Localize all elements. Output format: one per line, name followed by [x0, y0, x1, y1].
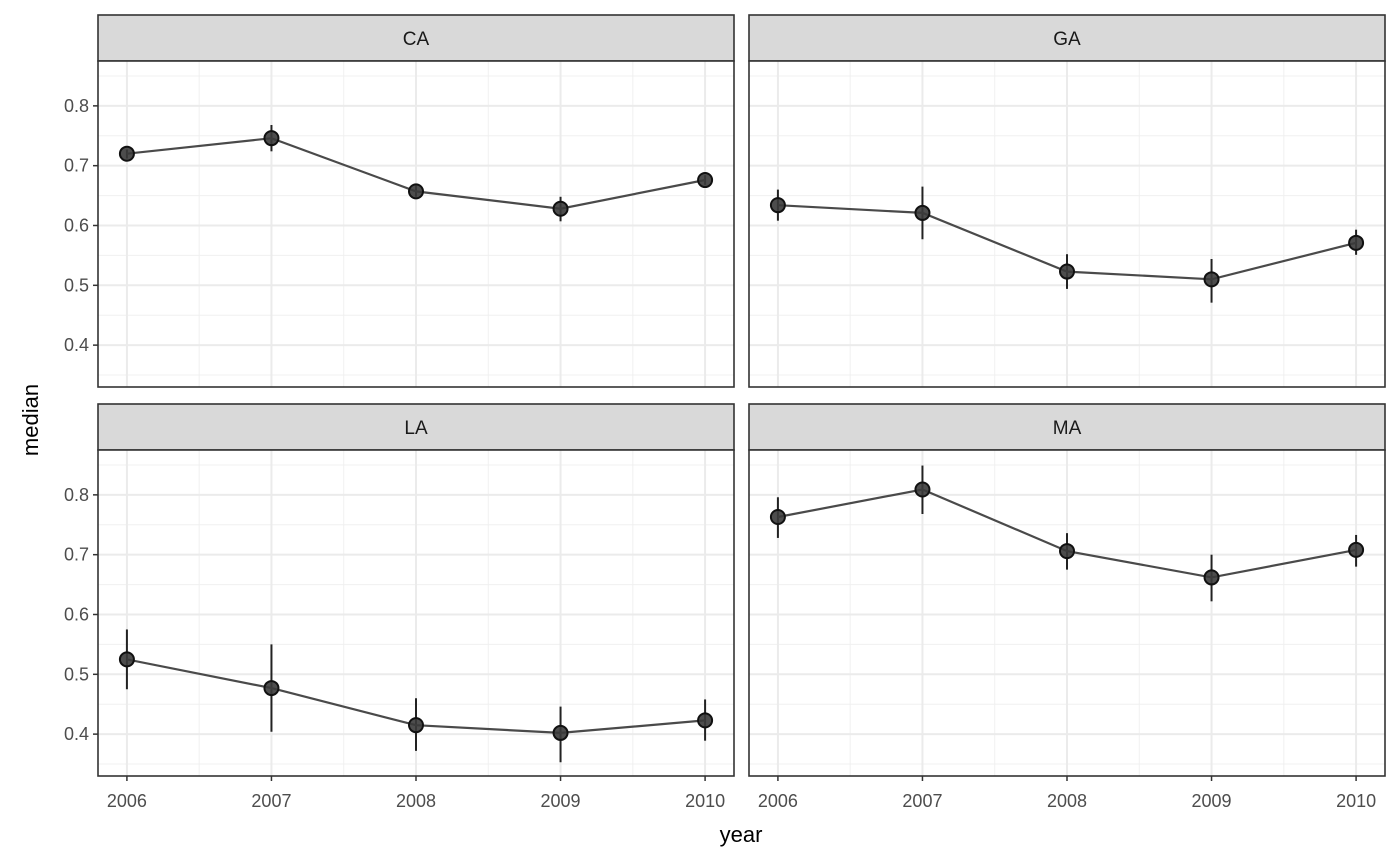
- x-tick-label: 2009: [541, 791, 581, 811]
- facet-strip-label: CA: [403, 29, 430, 50]
- data-point: [552, 200, 569, 217]
- facet-panel-ma: MA 2006 2007 2008 2009 2010: [748, 403, 1386, 811]
- facet-strip: [97, 403, 735, 451]
- data-point: [552, 724, 569, 741]
- facet-panel-la: LA 0.4 0.5 0.6 0.7 0.8 2006 2007 2008 2009 2010: [64, 403, 735, 811]
- data-point: [1059, 263, 1075, 280]
- x-tick-label: 2007: [251, 791, 291, 811]
- y-tick-label: 0.4: [64, 724, 89, 744]
- y-tick-label: 0.5: [64, 275, 89, 295]
- data-point: [408, 183, 424, 200]
- facet-strip: [748, 14, 1386, 62]
- x-tick-label: 2008: [396, 791, 436, 811]
- data-point: [1203, 569, 1220, 586]
- data-point: [697, 172, 714, 189]
- facet-strip-label: GA: [1053, 29, 1081, 50]
- data-point: [408, 717, 424, 734]
- data-point: [1059, 543, 1075, 560]
- data-point: [118, 651, 135, 668]
- facet-panel-ga: GA: [748, 14, 1386, 388]
- data-point: [769, 508, 786, 525]
- y-tick-label: 0.4: [64, 335, 89, 355]
- data-point: [697, 712, 714, 729]
- facet-panel-ca: CA 0.4 0.5 0.6 0.7 0.8: [64, 14, 735, 388]
- x-tick-label: 2010: [685, 791, 725, 811]
- x-tick-label: 2009: [1192, 791, 1232, 811]
- data-point: [914, 204, 931, 221]
- data-point: [1203, 271, 1220, 288]
- x-tick-label: 2006: [107, 791, 147, 811]
- x-tick-label: 2006: [758, 791, 798, 811]
- y-tick-label: 0.6: [64, 604, 89, 624]
- x-tick-label: 2008: [1047, 791, 1087, 811]
- data-point: [769, 197, 786, 214]
- data-point: [118, 145, 135, 162]
- data-point: [914, 481, 931, 498]
- data-point: [1348, 234, 1365, 251]
- x-axis-title: year: [720, 822, 763, 847]
- y-tick-label: 0.5: [64, 664, 89, 684]
- x-tick-label: 2007: [902, 791, 942, 811]
- facet-strip-label: MA: [1053, 418, 1082, 439]
- panel-border: [748, 60, 1386, 388]
- data-point: [263, 130, 280, 147]
- panel-border: [97, 60, 735, 388]
- y-axis-title: median: [18, 384, 43, 456]
- data-point: [263, 680, 280, 697]
- y-tick-label: 0.8: [64, 96, 89, 116]
- facet-strip: [97, 14, 735, 62]
- data-point: [1348, 541, 1365, 558]
- y-tick-label: 0.7: [64, 156, 89, 176]
- y-tick-label: 0.6: [64, 215, 89, 235]
- y-tick-label: 0.7: [64, 545, 89, 565]
- x-tick-label: 2010: [1336, 791, 1376, 811]
- y-tick-label: 0.8: [64, 485, 89, 505]
- facet-strip-label: LA: [404, 418, 428, 439]
